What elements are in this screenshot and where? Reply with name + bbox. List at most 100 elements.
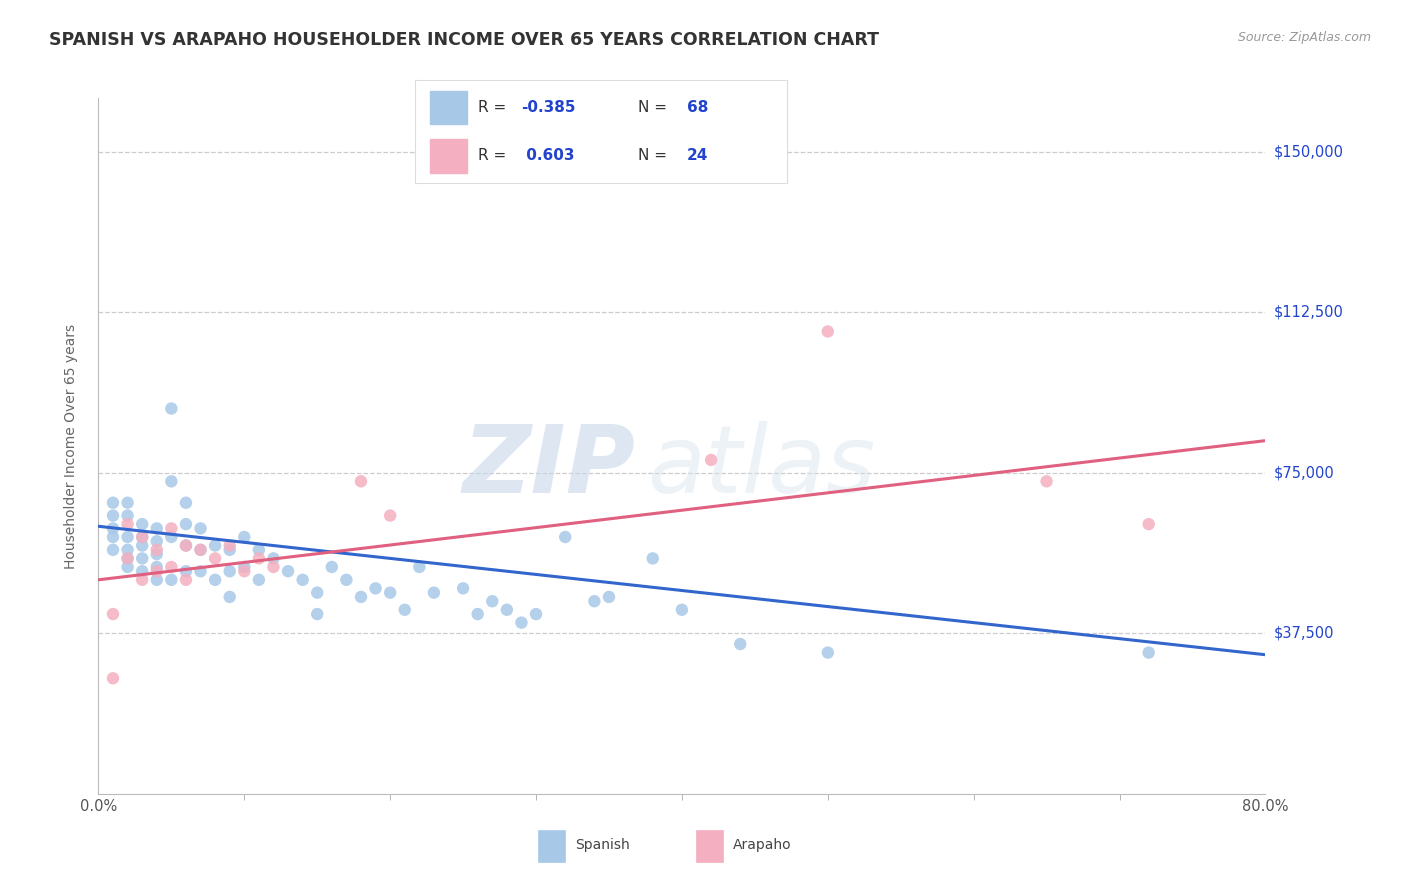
- Point: [131, 539, 153, 553]
- Point: [378, 508, 402, 523]
- Point: [394, 603, 416, 617]
- Point: [671, 603, 693, 617]
- Text: R =: R =: [478, 148, 512, 162]
- Point: [204, 551, 226, 566]
- Text: atlas: atlas: [647, 421, 875, 512]
- Point: [218, 539, 240, 553]
- Point: [233, 564, 256, 578]
- Point: [146, 521, 169, 535]
- Point: [378, 585, 402, 599]
- Text: Spanish: Spanish: [575, 838, 630, 852]
- Text: 0.603: 0.603: [522, 148, 575, 162]
- Text: SPANISH VS ARAPAHO HOUSEHOLDER INCOME OVER 65 YEARS CORRELATION CHART: SPANISH VS ARAPAHO HOUSEHOLDER INCOME OV…: [49, 31, 879, 49]
- Point: [728, 637, 751, 651]
- Point: [101, 521, 124, 535]
- Point: [146, 564, 169, 578]
- Text: Source: ZipAtlas.com: Source: ZipAtlas.com: [1237, 31, 1371, 45]
- Point: [1137, 517, 1160, 532]
- Point: [190, 564, 212, 578]
- Point: [583, 594, 606, 608]
- Point: [160, 521, 183, 535]
- Text: 68: 68: [686, 101, 709, 115]
- Point: [117, 496, 139, 510]
- Point: [101, 530, 124, 544]
- Point: [262, 551, 284, 566]
- Point: [117, 530, 139, 544]
- Point: [423, 585, 446, 599]
- Point: [101, 671, 124, 685]
- Point: [495, 603, 517, 617]
- Bar: [430, 91, 467, 124]
- Point: [117, 551, 139, 566]
- Point: [700, 453, 723, 467]
- Point: [117, 551, 139, 566]
- Point: [101, 496, 124, 510]
- Point: [117, 508, 139, 523]
- Point: [117, 517, 139, 532]
- Point: [817, 646, 839, 660]
- Point: [307, 607, 329, 621]
- Text: R =: R =: [478, 101, 512, 115]
- Point: [101, 508, 124, 523]
- Point: [247, 573, 270, 587]
- Point: [364, 582, 387, 596]
- Y-axis label: Householder Income Over 65 years: Householder Income Over 65 years: [63, 324, 77, 568]
- Point: [146, 560, 169, 574]
- Point: [524, 607, 547, 621]
- Point: [481, 594, 503, 608]
- Point: [598, 590, 620, 604]
- Point: [190, 542, 212, 557]
- Point: [117, 560, 139, 574]
- Bar: [537, 830, 565, 863]
- Point: [146, 542, 169, 557]
- Text: ZIP: ZIP: [463, 421, 636, 513]
- Text: 24: 24: [686, 148, 709, 162]
- Point: [321, 560, 343, 574]
- Point: [554, 530, 576, 544]
- Point: [1035, 475, 1057, 489]
- Point: [131, 530, 153, 544]
- Text: N =: N =: [638, 148, 672, 162]
- Point: [451, 582, 474, 596]
- Point: [335, 573, 357, 587]
- Point: [218, 564, 240, 578]
- Text: $112,500: $112,500: [1274, 305, 1344, 319]
- Point: [510, 615, 533, 630]
- Point: [247, 551, 270, 566]
- Point: [146, 573, 169, 587]
- Point: [101, 542, 124, 557]
- Point: [204, 539, 226, 553]
- Point: [190, 542, 212, 557]
- Point: [131, 564, 153, 578]
- Point: [174, 573, 197, 587]
- Point: [467, 607, 489, 621]
- Point: [190, 521, 212, 535]
- Text: Arapaho: Arapaho: [734, 838, 792, 852]
- Bar: [430, 139, 467, 173]
- Point: [131, 517, 153, 532]
- Point: [350, 475, 373, 489]
- Point: [131, 551, 153, 566]
- Point: [174, 539, 197, 553]
- Point: [174, 517, 197, 532]
- Point: [277, 564, 299, 578]
- Point: [131, 573, 153, 587]
- Point: [247, 542, 270, 557]
- Point: [262, 560, 284, 574]
- Point: [160, 401, 183, 416]
- Text: $75,000: $75,000: [1274, 466, 1334, 480]
- Point: [350, 590, 373, 604]
- Point: [174, 564, 197, 578]
- Point: [233, 560, 256, 574]
- Point: [146, 547, 169, 561]
- Point: [218, 590, 240, 604]
- Point: [817, 325, 839, 339]
- Point: [174, 539, 197, 553]
- Point: [307, 585, 329, 599]
- Point: [146, 534, 169, 549]
- Point: [233, 530, 256, 544]
- Point: [160, 475, 183, 489]
- Point: [174, 496, 197, 510]
- Text: $150,000: $150,000: [1274, 145, 1344, 159]
- Text: -0.385: -0.385: [522, 101, 575, 115]
